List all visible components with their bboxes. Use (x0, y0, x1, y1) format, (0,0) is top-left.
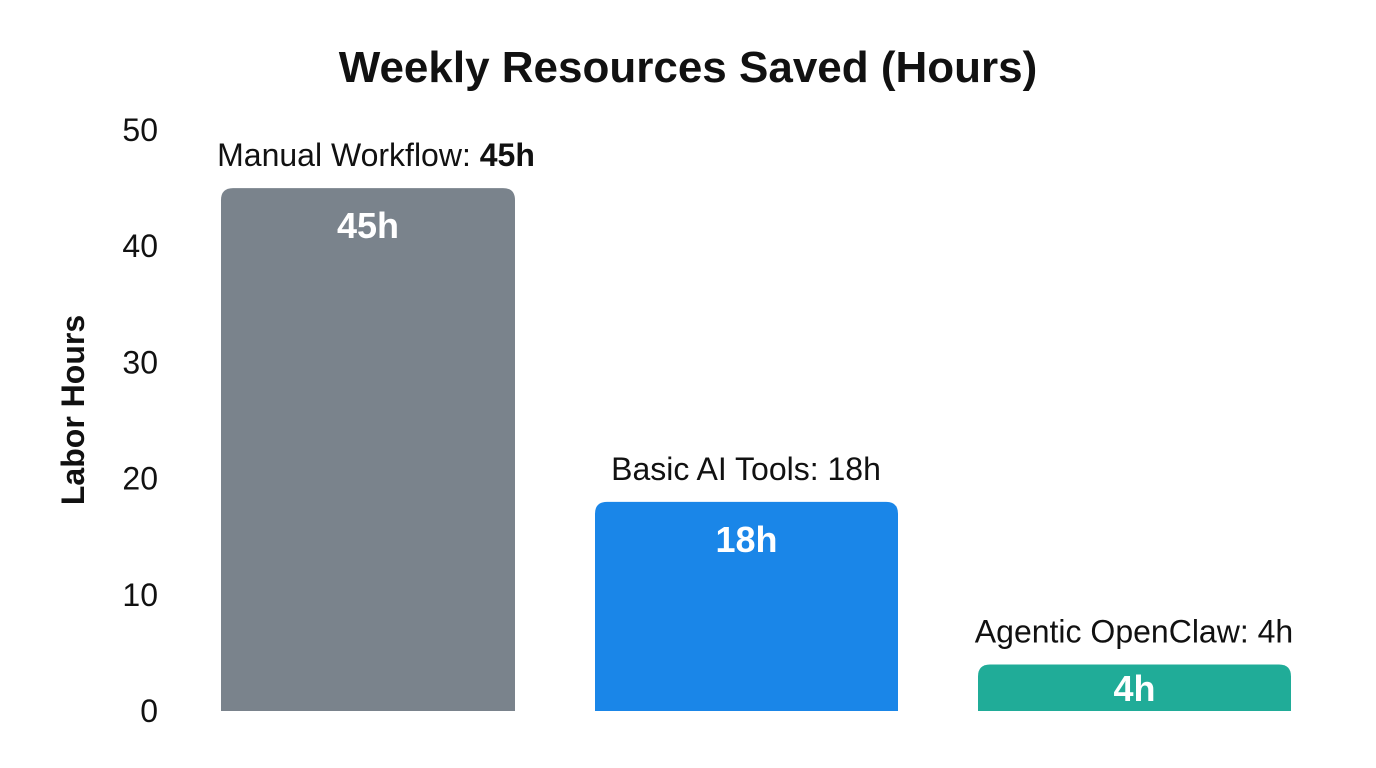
y-tick-label: 10 (122, 577, 158, 613)
category-name: Basic AI Tools: 18h (611, 451, 881, 487)
category-label: Manual Workflow: 45h (217, 137, 535, 173)
category-labels: Manual Workflow: 45h Basic AI Tools: 18h A… (217, 137, 1293, 649)
bars-group (221, 188, 1291, 712)
y-tick-label: 0 (140, 693, 158, 729)
bar-value-label: 4h (1113, 668, 1155, 709)
category-label: Agentic OpenClaw: 4h (975, 614, 1293, 650)
y-tick-label: 40 (122, 228, 158, 264)
bar-value-label: 18h (715, 519, 777, 560)
y-tick-label: 50 (122, 112, 158, 148)
bar-value-labels: 45h 18h 4h (337, 205, 1156, 709)
bar (595, 501, 898, 711)
category-value: 45h (480, 137, 535, 173)
chart-title: Weekly Resources Saved (Hours) (339, 43, 1038, 92)
y-tick-label: 20 (122, 461, 158, 497)
y-axis-ticks: 0 10 20 30 40 50 (122, 112, 158, 729)
bar (978, 664, 1291, 711)
bar-value-label: 45h (337, 205, 399, 246)
category-name: Agentic OpenClaw: 4h (975, 614, 1293, 650)
category-name: Manual Workflow: (217, 137, 480, 173)
y-axis-label: Labor Hours (55, 315, 91, 505)
bar (221, 188, 515, 712)
y-tick-label: 30 (122, 344, 158, 380)
category-label: Basic AI Tools: 18h (611, 451, 881, 487)
